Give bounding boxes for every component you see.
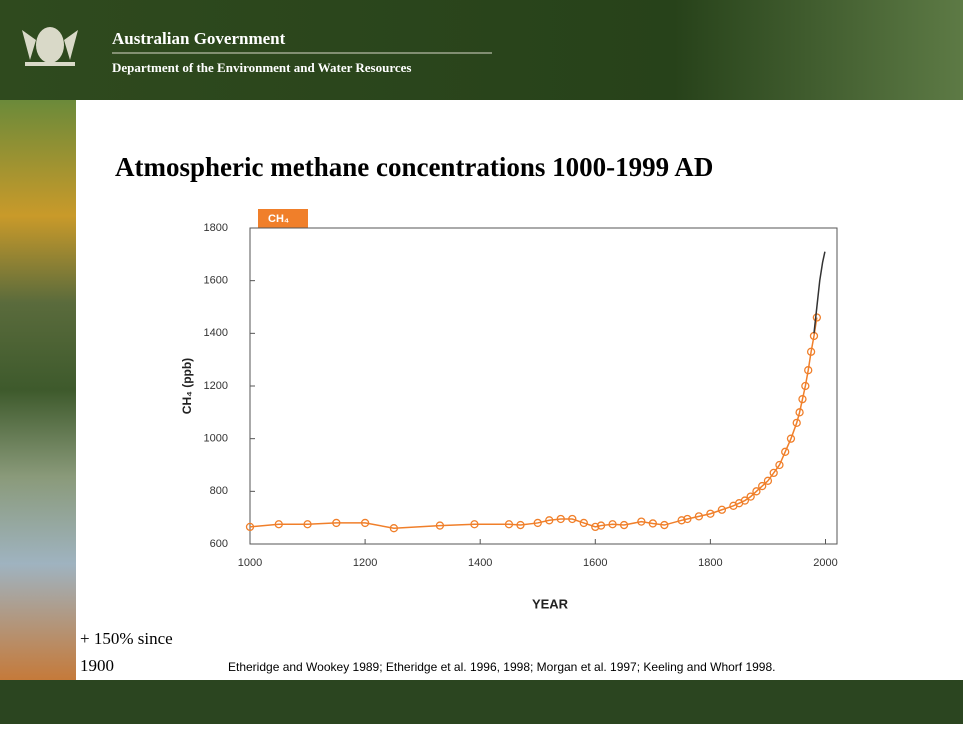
- data-point: [781, 447, 790, 456]
- data-point: [619, 520, 629, 530]
- data-point: [533, 518, 542, 528]
- data-point: [360, 518, 370, 528]
- data-point: [769, 468, 778, 478]
- x-tick-label: 1000: [238, 557, 262, 569]
- data-point: [694, 512, 704, 521]
- data-point: [717, 505, 727, 514]
- y-tick-label: 1600: [204, 275, 228, 287]
- citation: Etheridge and Wookey 1989; Etheridge et …: [228, 660, 776, 674]
- x-axis-label: YEAR: [532, 596, 569, 611]
- data-point: [806, 347, 816, 356]
- y-tick-label: 1000: [204, 433, 228, 445]
- data-point: [332, 518, 341, 528]
- data-point: [245, 522, 255, 532]
- x-tick-label: 1800: [698, 557, 722, 569]
- x-tick-label: 1400: [468, 557, 492, 569]
- data-point: [792, 418, 801, 428]
- header-bar: [0, 0, 963, 100]
- data-point: [568, 514, 577, 524]
- data-point: [504, 520, 514, 529]
- data-point: [596, 521, 606, 530]
- chart-tag: CH₄: [268, 213, 289, 225]
- header-title: Australian Government: [112, 29, 286, 48]
- data-point: [637, 517, 646, 526]
- photo-strip: [0, 100, 76, 680]
- data-point: [758, 481, 767, 491]
- data-point: [775, 460, 784, 470]
- data-point: [801, 381, 810, 391]
- chart-title: Atmospheric methane concentrations 1000-…: [115, 152, 713, 182]
- data-point: [706, 509, 715, 518]
- data-point: [798, 395, 807, 404]
- x-tick-label: 1200: [353, 557, 377, 569]
- data-point: [579, 518, 588, 528]
- data-point: [545, 516, 554, 525]
- slide-body: [76, 100, 963, 680]
- data-point: [648, 519, 657, 528]
- data-point: [804, 366, 813, 375]
- data-point: [556, 514, 565, 524]
- data-point: [516, 520, 525, 530]
- data-point: [763, 476, 773, 485]
- y-tick-label: 1200: [204, 380, 228, 392]
- y-tick-label: 600: [210, 538, 228, 550]
- y-tick-label: 1400: [204, 327, 228, 339]
- data-point: [303, 520, 312, 529]
- data-point: [274, 520, 283, 529]
- series-line: [813, 251, 826, 334]
- data-point: [795, 408, 804, 417]
- data-point: [660, 520, 669, 530]
- y-tick-label: 1800: [204, 222, 228, 234]
- data-point: [786, 434, 796, 443]
- data-point: [470, 520, 479, 529]
- data-point: [740, 496, 750, 505]
- note-line: + 150% since: [80, 629, 173, 648]
- data-point: [608, 520, 617, 529]
- data-point: [746, 492, 755, 501]
- y-tick-label: 800: [210, 485, 228, 497]
- data-point: [389, 524, 399, 533]
- data-point: [677, 516, 686, 525]
- data-point: [591, 522, 600, 532]
- data-point: [683, 514, 692, 524]
- x-tick-label: 2000: [813, 557, 837, 569]
- x-tick-label: 1600: [583, 557, 607, 569]
- crest: [22, 27, 78, 66]
- header-subtitle: Department of the Environment and Water …: [112, 60, 411, 75]
- data-point: [435, 521, 445, 530]
- note-line: 1900: [80, 656, 114, 675]
- data-point: [752, 487, 761, 496]
- data-point: [812, 313, 822, 322]
- tag-box: [258, 209, 308, 228]
- y-axis-label: CH₄ (ppb): [180, 358, 194, 414]
